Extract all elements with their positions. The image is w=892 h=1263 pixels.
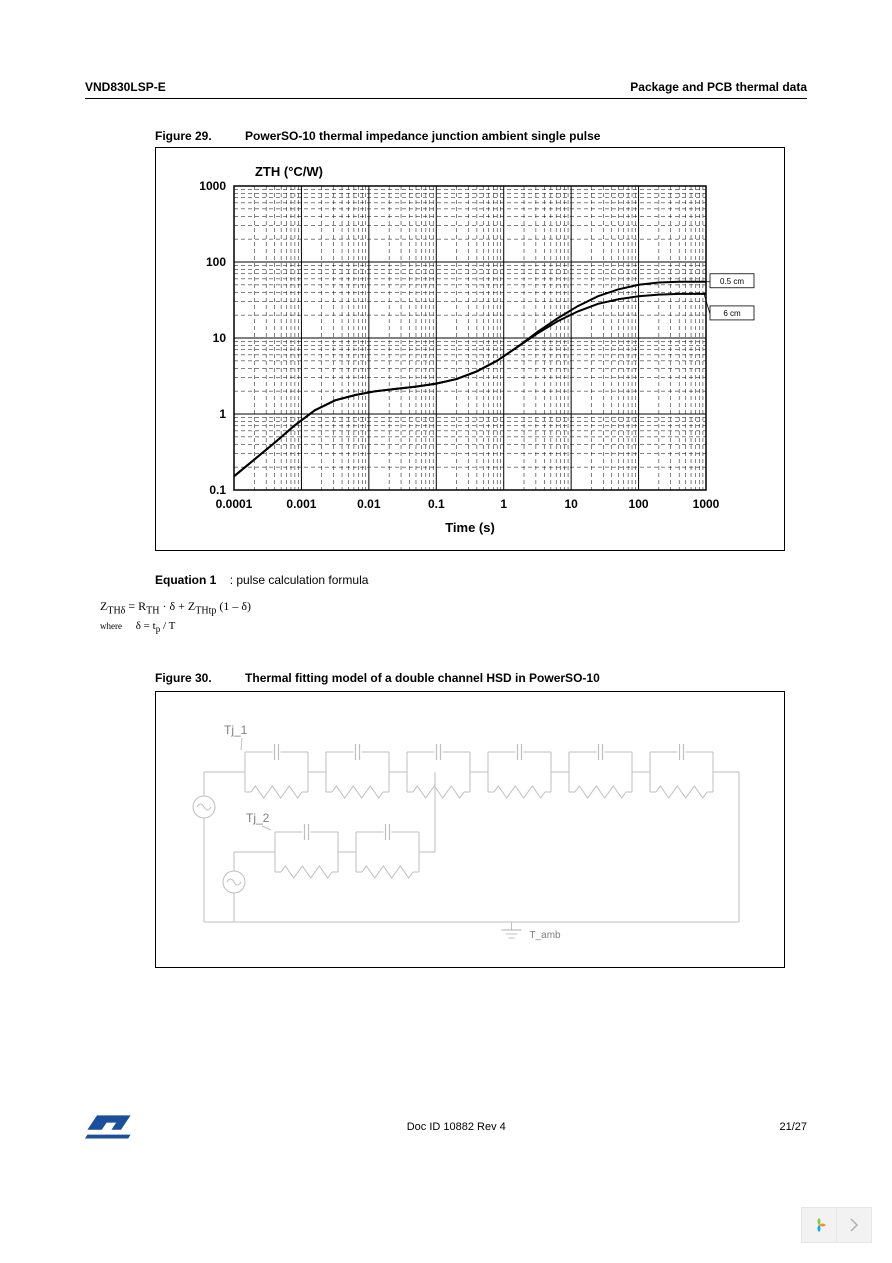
svg-text:10: 10 xyxy=(564,497,578,511)
figure29-caption: Figure 29. PowerSO-10 thermal impedance … xyxy=(155,129,807,143)
figure29-chart-container: ZTH (°C/W) 0.0001 0.001 0.01 0.1 1 10 100 1000 0.… xyxy=(155,147,785,551)
header-right: Package and PCB thermal data xyxy=(630,80,807,94)
svg-text:1000: 1000 xyxy=(199,179,226,193)
equation1-formula: ZTHδ = RTH · δ + ZTHtp (1 – δ) xyxy=(100,599,807,616)
svg-text:Time (s): Time (s) xyxy=(445,520,495,535)
page-header: VND830LSP-E Package and PCB thermal data xyxy=(85,80,807,99)
figure29-title: PowerSO-10 thermal impedance junction am… xyxy=(245,129,600,143)
svg-text:100: 100 xyxy=(206,255,226,269)
svg-text:1: 1 xyxy=(500,497,507,511)
svg-text:ZTH (°C/W): ZTH (°C/W) xyxy=(255,164,323,179)
figure30-caption: Figure 30. Thermal fitting model of a do… xyxy=(155,671,807,685)
figure29-chart: ZTH (°C/W) 0.0001 0.001 0.01 0.1 1 10 100 1000 0.… xyxy=(164,158,776,540)
svg-text:10: 10 xyxy=(213,331,227,345)
chevron-right-icon xyxy=(849,1218,859,1232)
figure30-number: Figure 30. xyxy=(155,671,212,685)
svg-text:1: 1 xyxy=(219,407,226,421)
svg-text:100: 100 xyxy=(629,497,649,511)
svg-text:0.1: 0.1 xyxy=(209,483,226,497)
st-logo xyxy=(85,1110,133,1143)
equation1-where: where δ = tp / T xyxy=(100,620,807,634)
svg-text:0.0001: 0.0001 xyxy=(216,497,253,511)
svg-text:0.001: 0.001 xyxy=(286,497,316,511)
equation1-label: Equation 1 xyxy=(155,573,216,587)
figure30-container: Tj_1 Tj_2 T_amb xyxy=(155,691,785,968)
figure29-number: Figure 29. xyxy=(155,129,212,143)
corner-next-button[interactable] xyxy=(836,1207,872,1243)
figure30-title: Thermal fitting model of a double channe… xyxy=(245,671,600,685)
svg-text:6 cm: 6 cm xyxy=(723,309,741,318)
header-left: VND830LSP-E xyxy=(85,80,166,94)
footer-pagenum: 21/27 xyxy=(779,1121,807,1133)
svg-text:T_amb: T_amb xyxy=(530,930,562,941)
page-footer: Doc ID 10882 Rev 4 21/27 xyxy=(85,1110,807,1143)
equation1-sublabel: : pulse calculation formula xyxy=(230,573,369,587)
corner-logo-icon[interactable] xyxy=(801,1207,837,1243)
svg-text:0.1: 0.1 xyxy=(428,497,445,511)
svg-text:0.5 cm: 0.5 cm xyxy=(720,277,744,286)
svg-text:Tj_1: Tj_1 xyxy=(224,723,248,737)
footer-docid: Doc ID 10882 Rev 4 xyxy=(407,1121,506,1133)
equation1-block: Equation 1 : pulse calculation formula xyxy=(155,573,807,587)
svg-text:0.01: 0.01 xyxy=(357,497,381,511)
svg-text:1000: 1000 xyxy=(693,497,720,511)
corner-widget xyxy=(802,1207,872,1243)
figure30-circuit: Tj_1 Tj_2 T_amb xyxy=(164,712,776,952)
svg-text:Tj_2: Tj_2 xyxy=(246,811,270,825)
